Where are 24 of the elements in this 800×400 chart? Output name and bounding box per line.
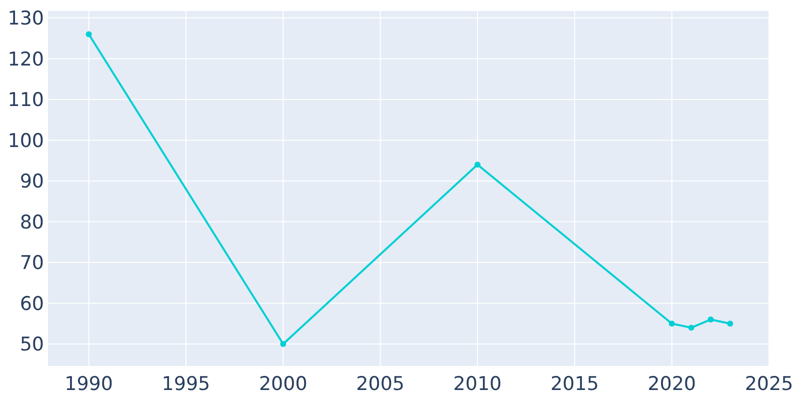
point — [86, 31, 92, 38]
x-tick-label: 2010 — [453, 373, 502, 395]
x-tick-label: 2000 — [258, 373, 308, 395]
y-tick-label: 110 — [8, 89, 44, 112]
y-tick-label: 120 — [8, 48, 44, 70]
y-tick-label: 80 — [20, 211, 44, 234]
y-tick-label: 100 — [8, 130, 44, 152]
point — [688, 324, 694, 331]
y-tick-label: 60 — [20, 292, 44, 315]
point — [474, 162, 480, 168]
y-tick-label: 50 — [20, 334, 44, 356]
y-tick-label: 70 — [20, 252, 44, 274]
x-tick-label: 1990 — [64, 373, 113, 395]
y-tick-label: 130 — [8, 8, 44, 30]
point — [280, 340, 286, 347]
point — [668, 320, 675, 327]
point — [708, 316, 714, 323]
x-tick-label: 1995 — [162, 373, 210, 395]
x-tick-label: 2020 — [648, 373, 696, 395]
x-tick-label: 2005 — [356, 373, 404, 395]
point — [727, 320, 734, 327]
x-tick-label: 2015 — [550, 373, 599, 395]
x-tick-label: 2025 — [744, 373, 794, 395]
y-tick-label: 90 — [20, 170, 44, 193]
